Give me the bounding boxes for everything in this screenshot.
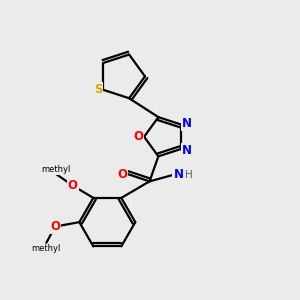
Text: O: O [117,167,127,181]
Text: O: O [68,179,78,192]
Text: N: N [182,117,192,130]
Text: O: O [133,130,143,143]
Text: N: N [182,144,192,157]
Text: methyl: methyl [41,165,70,174]
Text: N: N [173,168,183,182]
Text: methyl: methyl [32,244,61,253]
Text: O: O [50,220,60,233]
Text: S: S [94,83,102,96]
Text: H: H [184,170,192,181]
